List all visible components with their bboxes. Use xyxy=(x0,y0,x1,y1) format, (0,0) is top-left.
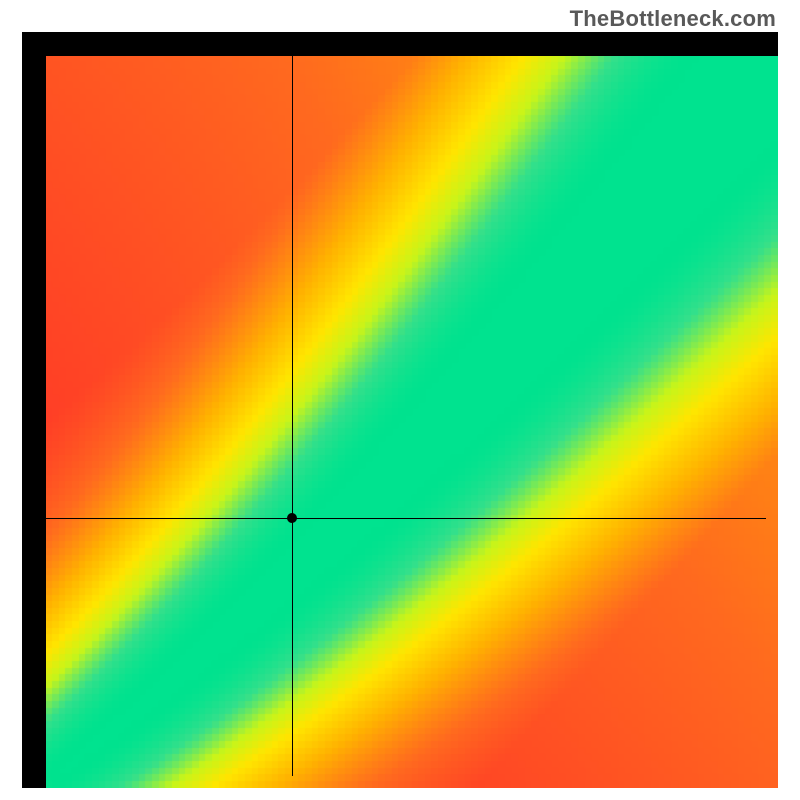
heatmap-canvas xyxy=(46,56,778,788)
watermark-text: TheBottleneck.com xyxy=(570,6,776,32)
marker-dot xyxy=(287,513,297,523)
plot-area xyxy=(34,44,766,776)
crosshair-vertical xyxy=(292,44,293,776)
chart-outer-frame xyxy=(22,32,778,788)
crosshair-horizontal xyxy=(34,518,766,519)
